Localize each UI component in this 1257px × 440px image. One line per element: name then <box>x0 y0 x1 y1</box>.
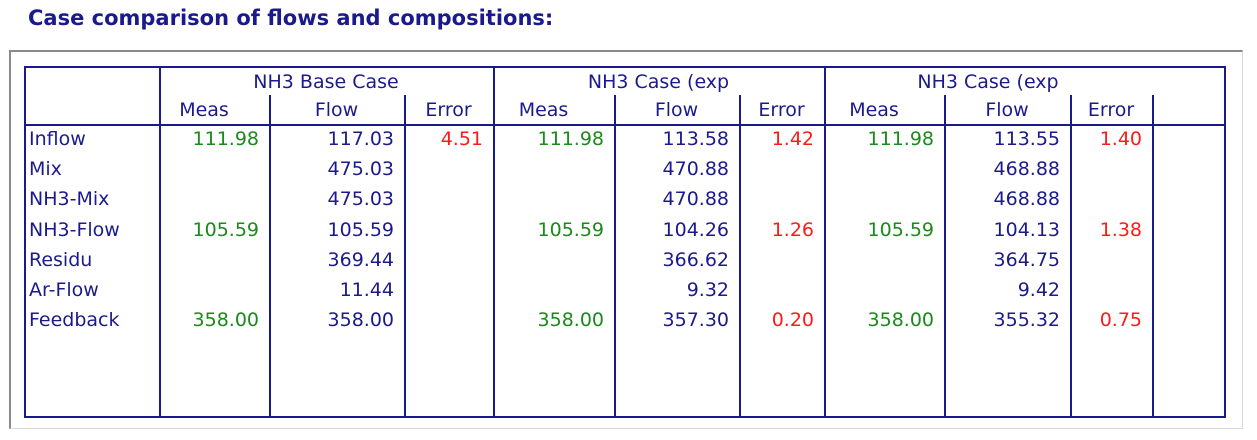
column-divider <box>1070 95 1072 418</box>
column-header-error: Error <box>425 99 472 121</box>
row-label: Residu <box>29 248 93 271</box>
flow-value: 468.88 <box>993 188 1060 211</box>
flow-value: 113.55 <box>993 128 1060 150</box>
measured-value: 358.00 <box>537 309 604 332</box>
column-divider <box>159 66 161 418</box>
column-header-meas: Meas <box>849 99 899 121</box>
flow-value: 475.03 <box>327 188 394 211</box>
case-header-3: NH3 Case (exp <box>917 71 1059 93</box>
flow-value: 9.32 <box>686 279 729 301</box>
flow-value: 104.13 <box>993 218 1060 241</box>
comparison-panel <box>9 50 1243 429</box>
column-divider <box>404 95 406 418</box>
measured-value: 105.59 <box>867 218 934 241</box>
error-value: 1.38 <box>1099 218 1142 241</box>
row-label: Mix <box>29 158 62 181</box>
page-title: Case comparison of flows and composition… <box>28 6 554 30</box>
flow-value: 364.75 <box>993 248 1060 271</box>
column-divider <box>24 66 26 418</box>
measured-value: 111.98 <box>867 128 934 150</box>
column-header-error: Error <box>1087 99 1135 121</box>
error-value: 1.26 <box>771 218 814 241</box>
column-header-flow: Flow <box>985 99 1029 121</box>
flow-value: 104.26 <box>662 218 729 241</box>
column-divider <box>824 66 826 418</box>
header-separator <box>24 124 1226 126</box>
row-label: NH3-Mix <box>29 188 110 211</box>
row-label: Inflow <box>29 128 86 150</box>
row-label: Feedback <box>29 309 120 332</box>
flow-value: 9.42 <box>1017 279 1060 301</box>
column-divider <box>739 95 741 418</box>
error-value: 0.20 <box>771 309 814 332</box>
column-divider <box>944 95 946 418</box>
column-divider <box>493 66 495 418</box>
measured-value: 111.98 <box>537 128 604 150</box>
measured-value: 105.59 <box>537 218 604 241</box>
flow-value: 468.88 <box>993 158 1060 181</box>
flow-value: 366.62 <box>662 248 729 271</box>
flow-value: 470.88 <box>662 158 729 181</box>
column-header-flow: Flow <box>654 99 699 121</box>
error-value: 1.42 <box>771 128 814 150</box>
column-divider <box>1224 66 1226 418</box>
column-divider <box>614 95 616 418</box>
flow-value: 470.88 <box>662 188 729 211</box>
column-header-meas: Meas <box>179 99 229 121</box>
error-value: 4.51 <box>440 128 483 150</box>
flow-value: 369.44 <box>327 248 394 271</box>
column-header-flow: Flow <box>314 99 359 121</box>
column-divider <box>1152 95 1154 418</box>
flow-value: 358.00 <box>327 309 394 332</box>
case-header-2: NH3 Case (exp <box>587 71 730 93</box>
error-value: 1.40 <box>1099 128 1142 150</box>
case-comparison-table: NH3 Base Case NH3 Case (exp NH3 Case (exp M… <box>24 66 1226 418</box>
column-header-meas: Meas <box>518 99 569 121</box>
measured-value: 358.00 <box>192 309 259 332</box>
flow-value: 117.03 <box>327 128 394 150</box>
measured-value: 105.59 <box>192 218 259 241</box>
flow-value: 357.30 <box>662 309 729 332</box>
row-label: Ar-Flow <box>29 279 99 301</box>
measured-value: 358.00 <box>867 309 934 332</box>
column-divider <box>269 95 271 418</box>
error-value: 0.75 <box>1099 309 1142 332</box>
flow-value: 11.44 <box>339 279 394 301</box>
measured-value: 111.98 <box>192 128 259 150</box>
row-label: NH3-Flow <box>29 218 120 241</box>
case-header-1: NH3 Base Case <box>253 71 399 93</box>
table-top-border <box>24 66 1226 68</box>
table-bottom-border <box>24 416 1226 418</box>
column-header-error: Error <box>758 99 805 121</box>
flow-value: 475.03 <box>327 158 394 181</box>
flow-value: 105.59 <box>327 218 394 241</box>
flow-value: 355.32 <box>993 309 1060 332</box>
flow-value: 113.58 <box>662 128 729 150</box>
